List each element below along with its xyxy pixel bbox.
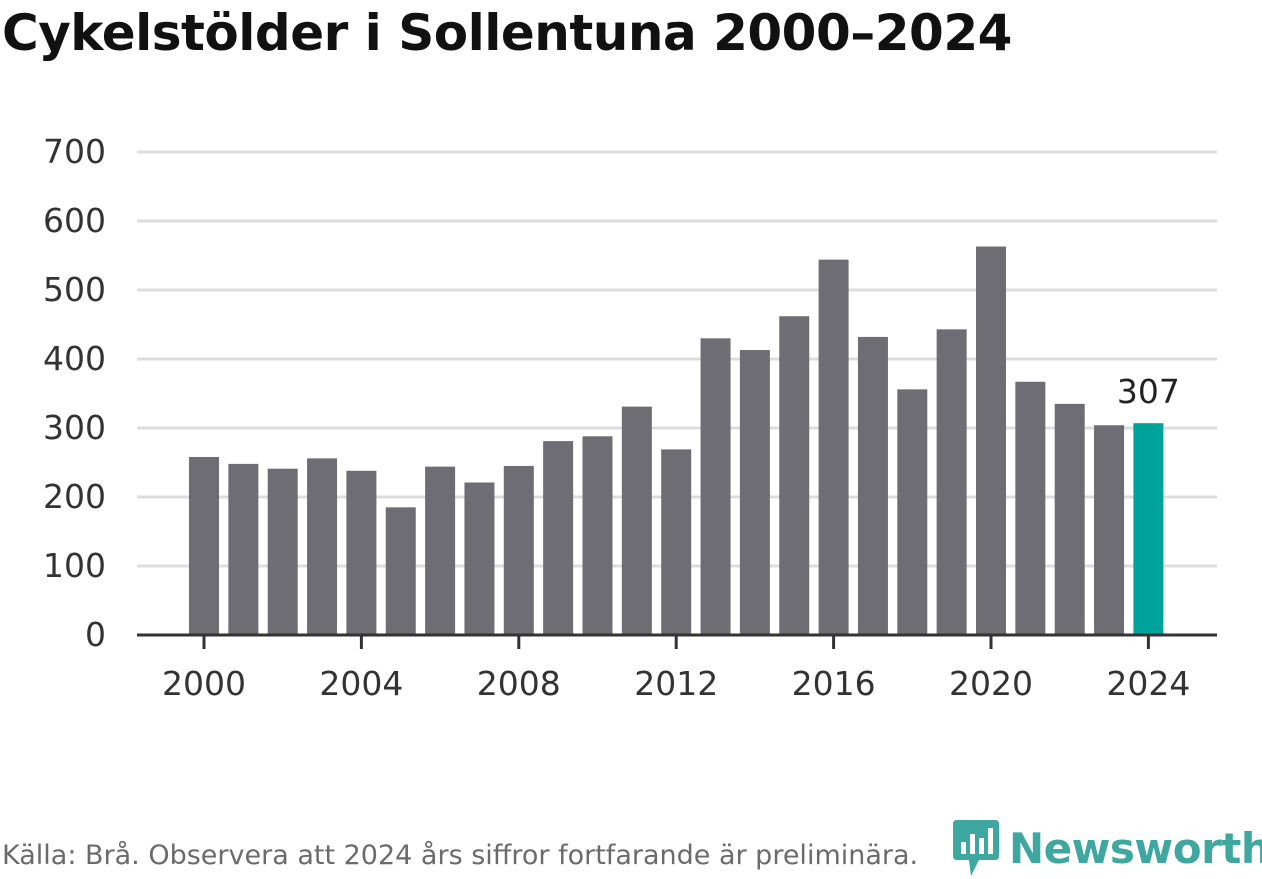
y-tick-label: 700 <box>43 132 106 171</box>
bar-2010 <box>582 436 613 635</box>
bar-2023 <box>1094 425 1125 635</box>
logo-icon <box>953 820 999 876</box>
y-tick-label: 300 <box>43 408 106 447</box>
bar-2003 <box>307 458 338 635</box>
bar-2009 <box>543 441 574 635</box>
bar-2022 <box>1054 403 1085 635</box>
bar-2024 <box>1133 423 1164 635</box>
x-tick-label: 2012 <box>634 664 718 703</box>
x-tick-label: 2016 <box>792 664 876 703</box>
x-tick-label: 2020 <box>949 664 1033 703</box>
x-axis-ticks: 2000 2004 2008 2012 2016 2020 2024 <box>162 635 1190 703</box>
data-labels: 307 <box>1117 372 1180 411</box>
bar-2018 <box>897 389 928 635</box>
bar-2014 <box>739 350 770 635</box>
bar-2007 <box>464 482 495 635</box>
bar-2008 <box>503 465 534 635</box>
y-tick-label: 600 <box>43 201 106 240</box>
chart-title: Cykelstölder i Sollentuna 2000–2024 <box>2 4 1012 62</box>
bar-2017 <box>857 336 888 635</box>
y-tick-label: 400 <box>43 339 106 378</box>
bar-2016 <box>818 259 849 635</box>
x-tick-label: 2024 <box>1106 664 1190 703</box>
bar-2021 <box>1015 381 1046 635</box>
bar-2001 <box>228 463 259 635</box>
bar-2013 <box>700 338 731 635</box>
x-tick-label: 2008 <box>477 664 561 703</box>
bar-2000 <box>189 456 219 635</box>
y-tick-label: 200 <box>43 477 106 516</box>
x-tick-label: 2000 <box>162 664 246 703</box>
data-label-2024: 307 <box>1117 372 1180 411</box>
y-tick-label: 500 <box>43 270 106 309</box>
bar-2019 <box>936 329 967 635</box>
y-tick-label: 0 <box>85 615 106 654</box>
bars <box>189 246 1164 635</box>
bar-2020 <box>976 246 1006 635</box>
y-axis-ticks: 0 100 200 300 400 500 600 700 <box>43 132 106 654</box>
bar-2006 <box>425 466 456 635</box>
y-tick-label: 100 <box>43 546 106 585</box>
newsworthy-logo[interactable]: Newsworthy <box>951 818 1262 878</box>
brand-name: Newsworthy <box>1009 823 1262 873</box>
source-note: Källa: Brå. Observera att 2024 års siffr… <box>2 840 919 871</box>
bar-2012 <box>661 449 692 635</box>
bar-2011 <box>621 406 652 635</box>
bar-2005 <box>385 507 416 635</box>
bar-2015 <box>779 316 810 635</box>
bar-2002 <box>267 468 298 635</box>
x-tick-label: 2004 <box>319 664 403 703</box>
bar-2004 <box>346 470 377 635</box>
